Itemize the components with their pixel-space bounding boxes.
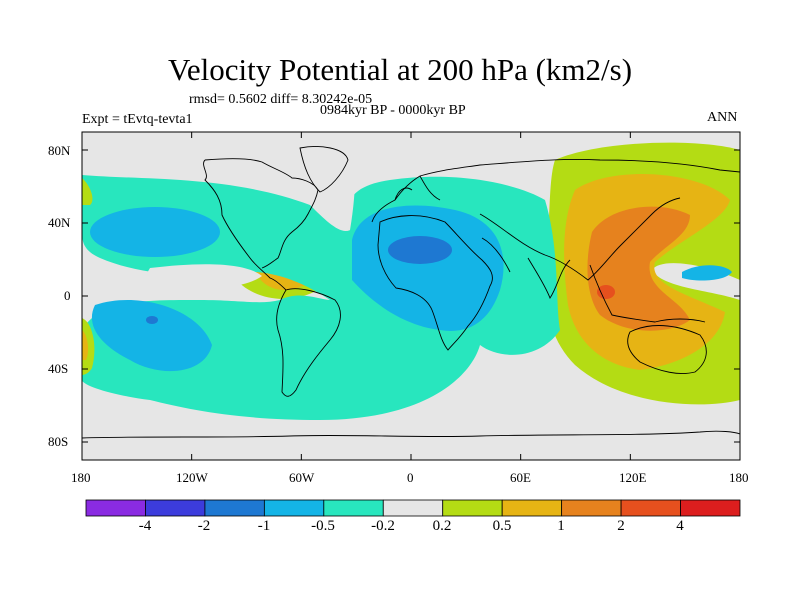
colorbar-box <box>501 499 563 517</box>
contour-edge-topleft <box>82 178 93 205</box>
coast-africa <box>377 215 493 351</box>
contour-pacific-low <box>682 265 732 281</box>
contour-africa-core <box>388 236 452 264</box>
colorbar-box <box>382 499 444 517</box>
contour-north-atlantic-gap <box>307 140 355 231</box>
colorbar-label: -1 <box>257 518 271 534</box>
coast-se-asia <box>589 264 706 323</box>
lat-label-80n: 80N <box>48 143 71 158</box>
colorbar <box>85 499 741 517</box>
colorbar-box <box>263 499 325 517</box>
lon-label-120w: 120W <box>176 470 208 485</box>
lon-label-0: 0 <box>407 470 414 485</box>
colorbar-label: 1 <box>557 518 565 534</box>
colorbar-box <box>680 499 741 517</box>
coast-antarctica <box>82 430 740 439</box>
lon-label-60w: 60W <box>289 470 315 485</box>
contour-fields <box>82 140 740 420</box>
colorbar-label: 0.5 <box>492 518 512 534</box>
colorbar-label: 4 <box>676 518 684 534</box>
colorbar-box <box>561 499 622 517</box>
coast-north-america <box>203 158 319 291</box>
stats-label: rmsd= 0.5602 diff= 8.30242e-05 <box>189 92 373 107</box>
colorbar-label: -4 <box>138 518 152 534</box>
contour-max-red <box>597 285 615 299</box>
colorbar-box <box>204 499 265 517</box>
experiment-label: Expt = tEvtq-tevta1 <box>82 112 193 127</box>
lat-label-0: 0 <box>64 288 71 303</box>
contour-max-orange <box>587 206 690 331</box>
colorbar-label: -2 <box>197 518 211 534</box>
coast-south-america <box>276 288 341 397</box>
coast-arabia-india <box>481 237 571 299</box>
season-label: ANN <box>707 110 738 125</box>
lon-label-60e: 60E <box>510 470 531 485</box>
colorbar-label: -0.2 <box>371 518 395 534</box>
colorbar-box <box>620 499 681 517</box>
colorbar-label: 0.2 <box>432 518 452 534</box>
lat-label-80s: 80S <box>48 434 69 449</box>
contour-south-pacific-core <box>146 316 158 324</box>
contour-edge-left-orange <box>82 330 89 360</box>
lat-label-40n: 40N <box>48 215 71 230</box>
contour-edge-left-positive <box>82 318 95 375</box>
contour-south-pacific-low <box>91 299 212 372</box>
colorbar-box <box>85 499 146 517</box>
period-label: 0984kyr BP - 0000kyr BP <box>320 103 466 118</box>
colorbar-box <box>145 499 206 517</box>
lon-label-180w: 180 <box>71 470 91 485</box>
lon-label-120e: 120E <box>619 470 647 485</box>
contour-caribbean-gap <box>140 264 262 290</box>
coast-eurasia <box>371 159 740 281</box>
coast-greenland <box>299 146 349 193</box>
axis-ticks <box>81 132 741 460</box>
colorbar-box <box>442 499 503 517</box>
lon-label-180e: 180 <box>729 470 749 485</box>
colorbar-label: -0.5 <box>311 518 335 534</box>
lat-label-40s: 40S <box>48 361 69 376</box>
contour-north-pacific-low <box>90 207 220 257</box>
coastlines <box>82 146 740 439</box>
coast-australia <box>627 325 707 374</box>
plot-title: Velocity Potential at 200 hPa (km2/s) <box>167 52 633 87</box>
colorbar-label: 2 <box>617 518 625 534</box>
contour-africa-low <box>352 205 504 331</box>
colorbar-box <box>323 499 384 517</box>
coast-europe <box>394 175 441 201</box>
